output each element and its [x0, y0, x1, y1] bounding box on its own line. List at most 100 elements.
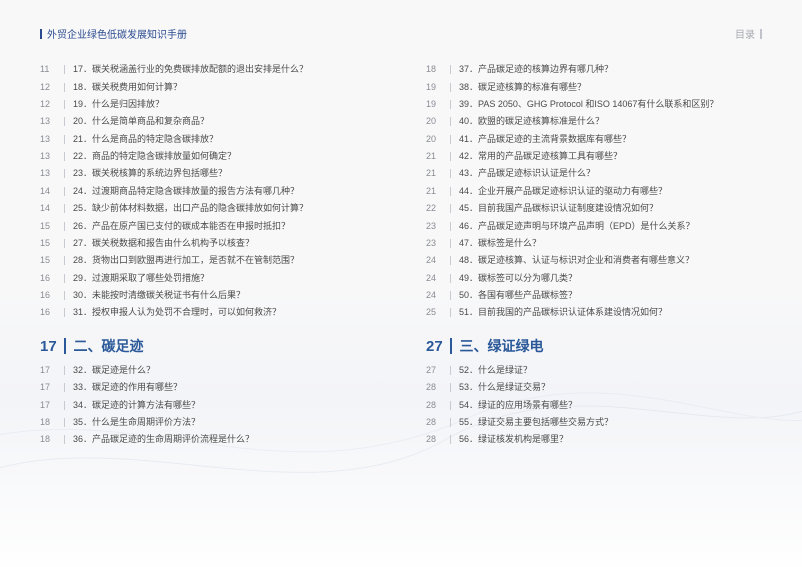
- toc-divider: [450, 83, 451, 92]
- toc-text: 46．产品碳足迹声明与环境产品声明（EPD）是什么关系？: [459, 222, 762, 231]
- toc-page-number: 13: [40, 117, 64, 126]
- toc-row: 1835．什么是生命周期评价方法？: [40, 414, 376, 431]
- toc-columns: 1117．碳关税涵盖行业的免费碳排放配额的退出安排是什么？ 12 18．碳关税费用如…: [40, 61, 762, 449]
- toc-divider: [450, 100, 451, 109]
- toc-divider: [450, 169, 451, 178]
- toc-page-number: 16: [40, 274, 64, 283]
- toc-divider: [450, 222, 451, 231]
- toc-section-divider: [450, 338, 452, 354]
- toc-page-number: 24: [426, 291, 450, 300]
- toc-page-number: 27: [426, 366, 450, 375]
- toc-text: 47．碳标签是什么？: [459, 239, 762, 248]
- toc-divider: [450, 65, 451, 74]
- toc-page-number: 14: [40, 187, 64, 196]
- toc-text: 42．常用的产品碳足迹核算工具有哪些？: [459, 152, 762, 161]
- toc-right-column: 1837．产品碳足迹的核算边界有哪几种？1938．碳足迹核算的标准有哪些？193…: [426, 61, 762, 449]
- toc-page-number: 13: [40, 135, 64, 144]
- toc-text: 29．过渡期采取了哪些处罚措施？: [73, 274, 376, 283]
- toc-text: 28．货物出口到欧盟再进行加工，是否就不在管制范围？: [73, 256, 376, 265]
- toc-row: 2144．企业开展产品碳足迹标识认证的驱动力有哪些？: [426, 183, 762, 200]
- toc-divider: [450, 204, 451, 213]
- toc-divider: [64, 239, 65, 248]
- toc-page-number: 15: [40, 256, 64, 265]
- toc-text: 30．未能按时清缴碳关税证书有什么后果？: [73, 291, 376, 300]
- toc-page-number: 28: [426, 435, 450, 444]
- toc-page-number: 21: [426, 169, 450, 178]
- toc-divider: [450, 135, 451, 144]
- toc-text: 25．缺少前体材料数据，出口产品的隐含碳排放如何计算？: [73, 204, 376, 213]
- toc-text: 45．目前我国产品碳标识认证制度建设情况如何？: [459, 204, 762, 213]
- toc-divider: [64, 222, 65, 231]
- toc-divider: [450, 117, 451, 126]
- toc-row: 2143．产品碳足迹标识认证是什么？: [426, 165, 762, 182]
- toc-text: 32．碳足迹是什么？: [73, 366, 376, 375]
- toc-divider: [64, 83, 65, 92]
- toc-section-title: 二、碳足迹: [74, 336, 144, 356]
- toc-page-number: 25: [426, 308, 450, 317]
- toc-divider: [64, 418, 65, 427]
- toc-divider: [450, 401, 451, 410]
- toc-divider: [64, 204, 65, 213]
- toc-text: 18．碳关税费用如何计算？: [73, 83, 376, 92]
- toc-divider: [64, 435, 65, 444]
- toc-row: 18 37．产品碳足迹的核算边界有哪几种？: [426, 61, 762, 78]
- toc-divider: [64, 100, 65, 109]
- toc-page-number: 20: [426, 117, 450, 126]
- toc-text: 55．绿证交易主要包括哪些交易方式？: [459, 418, 762, 427]
- toc-page-number: 22: [426, 204, 450, 213]
- toc-page-number: 12: [40, 100, 64, 109]
- toc-page-number: 18: [40, 435, 64, 444]
- toc-page-number: 18: [426, 65, 450, 74]
- toc-row: 13 22．商品的特定隐含碳排放量如何确定？: [40, 148, 376, 165]
- toc-divider: [64, 169, 65, 178]
- toc-text: 33．碳足迹的作用有哪些？: [73, 383, 376, 392]
- toc-divider: [450, 435, 451, 444]
- toc-divider: [64, 65, 65, 74]
- toc-text: 50．各国有哪些产品碳标签？: [459, 291, 762, 300]
- toc-section-header: 17 二、碳足迹: [40, 336, 376, 356]
- toc-page-number: 19: [426, 83, 450, 92]
- toc-row: 1117．碳关税涵盖行业的免费碳排放配额的退出安排是什么？: [40, 61, 376, 78]
- toc-text: 39．PAS 2050、GHG Protocol 和ISO 14067有什么联系…: [459, 100, 762, 109]
- toc-row: 15 28．货物出口到欧盟再进行加工，是否就不在管制范围？: [40, 252, 376, 269]
- toc-row: 1939．PAS 2050、GHG Protocol 和ISO 14067有什么…: [426, 96, 762, 113]
- toc-text: 26．产品在原产国已支付的碳成本能否在申报时抵扣？: [73, 222, 376, 231]
- toc-text: 37．产品碳足迹的核算边界有哪几种？: [459, 65, 762, 74]
- toc-page-number: 16: [40, 291, 64, 300]
- toc-divider: [64, 187, 65, 196]
- toc-page-number: 13: [40, 152, 64, 161]
- toc-page-number: 12: [40, 83, 64, 92]
- toc-page-number: 15: [40, 222, 64, 231]
- toc-page-number: 14: [40, 204, 64, 213]
- toc-divider: [64, 401, 65, 410]
- toc-text: 24．过渡期商品特定隐含碳排放量的报告方法有哪几种？: [73, 187, 376, 196]
- toc-divider: [64, 383, 65, 392]
- toc-divider: [450, 274, 451, 283]
- toc-text: 31．授权申报人认为处罚不合理时，可以如何救济？: [73, 308, 376, 317]
- toc-row: 27 52．什么是绿证？: [426, 362, 762, 379]
- toc-page-number: 23: [426, 222, 450, 231]
- toc-row: 16 30．未能按时清缴碳关税证书有什么后果？: [40, 287, 376, 304]
- toc-row: 12 18．碳关税费用如何计算？: [40, 78, 376, 95]
- toc-row: 2854．绿证的应用场景有哪些？: [426, 396, 762, 413]
- toc-text: 41．产品碳足迹的主流背景数据库有哪些？: [459, 135, 762, 144]
- toc-divider: [450, 291, 451, 300]
- toc-section-page: 17: [40, 338, 64, 355]
- toc-page-number: 17: [40, 401, 64, 410]
- toc-row: 24 50．各国有哪些产品碳标签？: [426, 287, 762, 304]
- toc-row: 2856．绿证核发机构是哪里？: [426, 431, 762, 448]
- toc-text: 22．商品的特定隐含碳排放量如何确定？: [73, 152, 376, 161]
- toc-row: 2041．产品碳足迹的主流背景数据库有哪些？: [426, 131, 762, 148]
- toc-row: 1219．什么是归因排放？: [40, 96, 376, 113]
- toc-page-number: 17: [40, 383, 64, 392]
- toc-divider: [64, 256, 65, 265]
- toc-text: 52．什么是绿证？: [459, 366, 762, 375]
- toc-row: 1321．什么是商品的特定隐含碳排放？: [40, 131, 376, 148]
- toc-row: 1631．授权申报人认为处罚不合理时，可以如何救济？: [40, 304, 376, 321]
- toc-divider: [64, 117, 65, 126]
- toc-row: 22 45．目前我国产品碳标识认证制度建设情况如何？: [426, 200, 762, 217]
- header-title: 外贸企业绿色低碳发展知识手册: [47, 26, 187, 41]
- toc-left-column: 1117．碳关税涵盖行业的免费碳排放配额的退出安排是什么？ 12 18．碳关税费用如…: [40, 61, 376, 449]
- toc-page-number: 24: [426, 274, 450, 283]
- toc-section-header: 27三、绿证绿电: [426, 336, 762, 356]
